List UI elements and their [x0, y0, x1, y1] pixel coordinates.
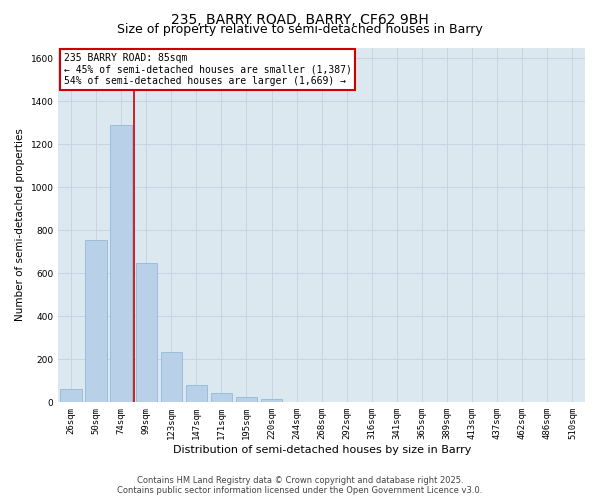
Y-axis label: Number of semi-detached properties: Number of semi-detached properties: [15, 128, 25, 322]
Bar: [211, 392, 232, 402]
Text: Contains HM Land Registry data © Crown copyright and database right 2025.
Contai: Contains HM Land Registry data © Crown c…: [118, 476, 482, 495]
Bar: [185, 385, 207, 402]
Bar: [136, 262, 157, 402]
Bar: [110, 125, 132, 402]
Bar: [60, 390, 82, 402]
Text: 235 BARRY ROAD: 85sqm
← 45% of semi-detached houses are smaller (1,387)
54% of s: 235 BARRY ROAD: 85sqm ← 45% of semi-deta…: [64, 53, 352, 86]
Bar: [236, 397, 257, 402]
Text: 235, BARRY ROAD, BARRY, CF62 9BH: 235, BARRY ROAD, BARRY, CF62 9BH: [171, 12, 429, 26]
X-axis label: Distribution of semi-detached houses by size in Barry: Distribution of semi-detached houses by …: [173, 445, 471, 455]
Bar: [85, 240, 107, 402]
Bar: [161, 352, 182, 403]
Bar: [261, 399, 282, 402]
Text: Size of property relative to semi-detached houses in Barry: Size of property relative to semi-detach…: [117, 22, 483, 36]
